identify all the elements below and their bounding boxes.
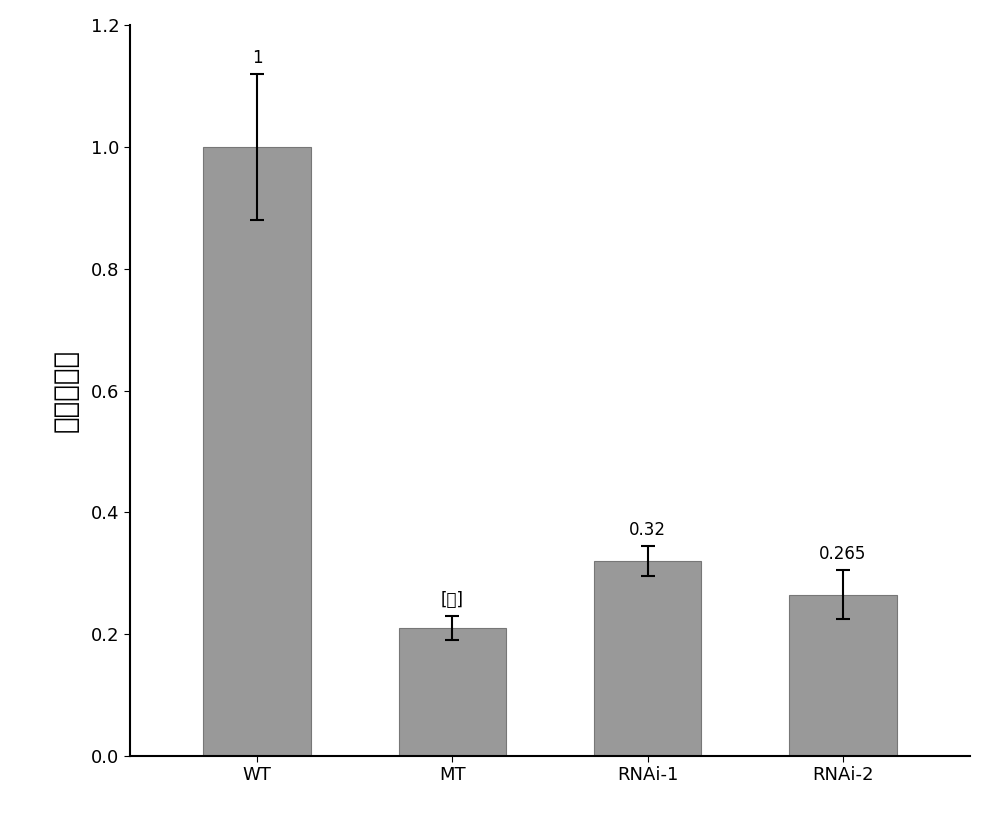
Text: [值]: [值] [441,591,464,609]
Bar [203,147,311,756]
Text: 1: 1 [252,49,262,66]
Y-axis label: 相对表达量: 相对表达量 [52,349,80,432]
Text: 0.32: 0.32 [629,521,666,538]
Text: 0.265: 0.265 [819,545,867,563]
Bar [594,561,701,756]
Bar [789,595,897,756]
Bar [399,628,506,756]
